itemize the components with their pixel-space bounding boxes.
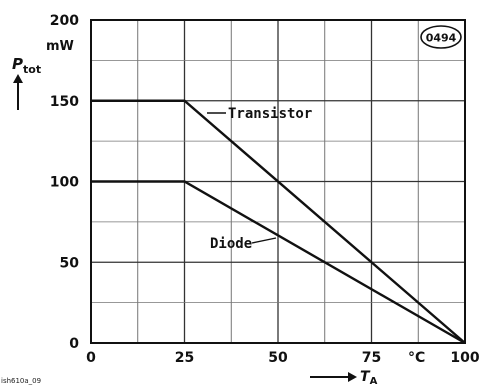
series-leader-diode — [251, 237, 277, 244]
y-tick-label: 0 — [69, 336, 79, 352]
y-axis-label-main: P — [12, 55, 23, 73]
code-badge-outline — [420, 25, 462, 49]
code-badge: 0494 — [426, 32, 457, 45]
series-label-diode: Diode — [210, 236, 252, 252]
x-tick-label: 50 — [268, 350, 288, 366]
series-lines: Transistor Diode — [91, 99, 466, 345]
x-tick-labels: 0 25 50 75 100 — [86, 350, 480, 366]
y-tick-label: 150 — [50, 94, 79, 110]
y-unit: mW — [46, 39, 74, 54]
series-label-transistor: Transistor — [228, 106, 312, 122]
x-axis-label-main: T — [360, 369, 371, 385]
y-tick-label: 100 — [50, 175, 79, 191]
x-axis-label: TA — [360, 369, 378, 385]
y-tick-label: 50 — [60, 255, 80, 271]
y-tick-label: 200 — [50, 13, 79, 29]
plot-frame — [90, 19, 466, 344]
figure-id: ish610a_09 — [1, 377, 41, 385]
x-tick-label: 100 — [450, 350, 479, 366]
y-axis-label-sub: tot — [23, 63, 41, 76]
series-line-transistor — [91, 99, 466, 344]
y-tick-labels: 0 50 100 150 200 — [50, 13, 79, 352]
x-tick-label: 25 — [175, 350, 194, 366]
x-axis-label-sub: A — [370, 376, 378, 385]
x-tick-label: 75 — [362, 350, 381, 366]
x-tick-label: 0 — [86, 350, 96, 366]
x-axis-arrowhead-icon — [348, 372, 357, 382]
y-axis-arrowhead-icon — [13, 74, 23, 83]
x-unit: °C — [408, 350, 425, 366]
series-line-diode — [91, 180, 466, 345]
y-axis-label: Ptot — [12, 55, 41, 76]
